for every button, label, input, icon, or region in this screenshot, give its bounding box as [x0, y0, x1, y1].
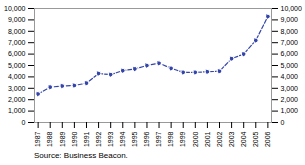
- svg-text:2002: 2002: [216, 131, 223, 147]
- svg-text:1987: 1987: [34, 131, 41, 147]
- svg-text:1990: 1990: [71, 131, 78, 147]
- svg-text:6,000: 6,000: [281, 50, 299, 57]
- svg-text:1999: 1999: [179, 131, 186, 147]
- svg-text:8,000: 8,000: [281, 28, 299, 35]
- svg-text:1993: 1993: [107, 131, 114, 147]
- svg-text:1989: 1989: [59, 131, 66, 147]
- svg-text:0: 0: [22, 119, 26, 126]
- svg-text:7,000: 7,000: [281, 39, 299, 46]
- svg-text:4,000: 4,000: [281, 73, 299, 80]
- svg-text:1992: 1992: [95, 131, 102, 147]
- svg-text:7,000: 7,000: [8, 39, 26, 46]
- svg-text:6,000: 6,000: [8, 50, 26, 57]
- svg-text:3,000: 3,000: [281, 85, 299, 92]
- svg-text:2003: 2003: [228, 131, 235, 147]
- svg-text:2006: 2006: [264, 131, 271, 147]
- svg-text:1,000: 1,000: [8, 107, 26, 114]
- svg-text:5,000: 5,000: [8, 62, 26, 69]
- svg-text:1997: 1997: [155, 131, 162, 147]
- svg-text:4,000: 4,000: [8, 73, 26, 80]
- svg-text:9,000: 9,000: [8, 16, 26, 23]
- svg-text:2,000: 2,000: [8, 96, 26, 103]
- svg-text:2001: 2001: [204, 131, 211, 147]
- svg-text:8,000: 8,000: [8, 28, 26, 35]
- svg-text:3,000: 3,000: [8, 85, 26, 92]
- svg-text:1994: 1994: [119, 131, 126, 147]
- svg-text:2004: 2004: [240, 131, 247, 147]
- svg-text:1995: 1995: [131, 131, 138, 147]
- svg-text:1998: 1998: [167, 131, 174, 147]
- svg-text:10,000: 10,000: [281, 5, 303, 12]
- svg-text:1991: 1991: [83, 131, 90, 147]
- svg-text:1,000: 1,000: [281, 107, 299, 114]
- svg-text:1996: 1996: [143, 131, 150, 147]
- svg-text:10,000: 10,000: [4, 5, 26, 12]
- svg-text:0: 0: [281, 119, 285, 126]
- svg-text:1988: 1988: [46, 131, 53, 147]
- html-text:Source: Business Beacon.: Source: Business Beacon.: [34, 151, 128, 160]
- svg-text:2,000: 2,000: [281, 96, 299, 103]
- svg-text:2005: 2005: [252, 131, 259, 147]
- svg-text:2000: 2000: [192, 131, 199, 147]
- svg-text:9,000: 9,000: [281, 16, 299, 23]
- svg-text:5,000: 5,000: [281, 62, 299, 69]
